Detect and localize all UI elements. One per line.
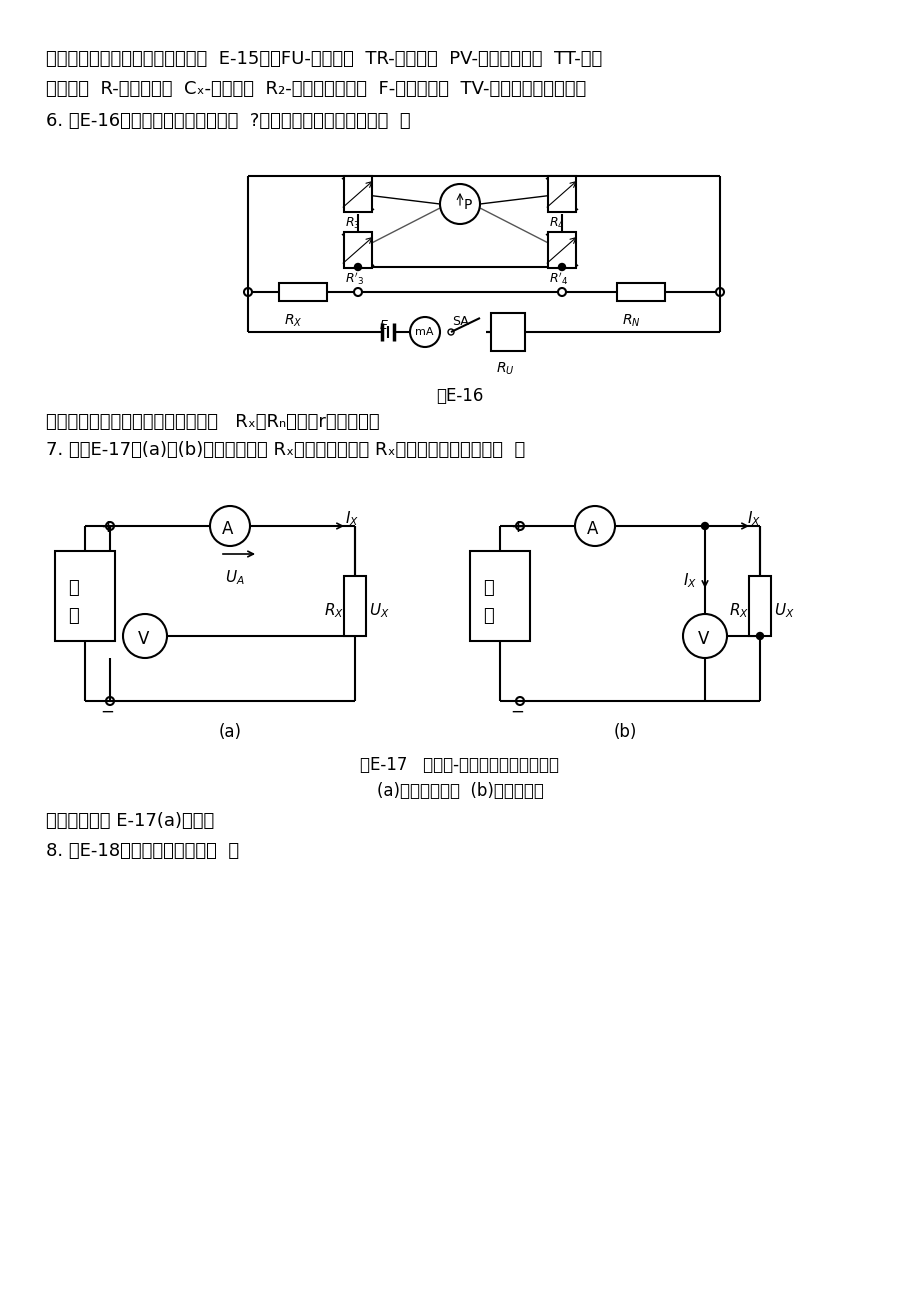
Bar [278,283,326,301]
Text: $U_X$: $U_X$ [773,601,794,620]
Text: $R_4$: $R_4$ [549,216,564,231]
Text: $R'_4$: $R'_4$ [549,270,568,287]
Text: 图E-16: 图E-16 [436,387,483,405]
Circle shape [354,263,361,271]
Text: 图E-17   电压表-电流表法测量直流电阻: 图E-17 电压表-电流表法测量直流电阻 [360,756,559,774]
Text: E: E [380,319,388,332]
Text: $R_X$: $R_X$ [728,601,748,620]
Text: $R_3$: $R_3$ [345,216,360,231]
Text: 6. 图E-16是什么仪器的原理接线图  ?图中哪一元件没有注明标号  ？: 6. 图E-16是什么仪器的原理接线图 ?图中哪一元件没有注明标号 ？ [46,112,410,130]
Text: 变压器；  R-限流电阻；  Cₓ-被试品；  R₂-限流保护电阻；  F-放电间隙；  TV-测量用电压互感器。: 变压器； R-限流电阻； Cₓ-被试品； R₂-限流保护电阻； F-放电间隙； … [46,79,585,98]
Text: −: − [509,704,523,721]
Bar [748,576,770,636]
Text: +: + [509,519,525,536]
Text: 源: 源 [68,607,79,625]
Bar [548,176,575,212]
Text: 7. 用图E-17中(a)、(b)两种接线测量 Rₓ的直流电阻，当 Rₓ较大时，采用哪种接线  ？: 7. 用图E-17中(a)、(b)两种接线测量 Rₓ的直流电阻，当 Rₓ较大时，… [46,440,525,459]
Text: 电: 电 [68,579,79,597]
Text: $U_A$: $U_A$ [225,568,244,586]
Bar [344,232,371,268]
Bar [344,176,371,212]
Circle shape [558,263,565,271]
Text: −: − [100,704,114,721]
Bar [491,313,525,351]
Bar [55,551,115,641]
Text: 答案：采用图 E-17(a)接线。: 答案：采用图 E-17(a)接线。 [46,812,214,830]
Text: mA: mA [414,327,433,337]
Text: $U_X$: $U_X$ [369,601,390,620]
Text: $R'_3$: $R'_3$ [345,270,364,287]
Text: +: + [100,519,115,536]
Text: A: A [221,520,233,538]
Bar [344,576,366,636]
Text: (a): (a) [219,723,241,741]
Text: $R_U$: $R_U$ [495,361,514,378]
Text: 电: 电 [482,579,494,597]
Text: A: A [586,520,597,538]
Text: V: V [138,629,149,648]
Text: (b): (b) [613,723,636,741]
Circle shape [755,632,763,640]
Text: 答案：是交流耐压原理接线图。图  E-15中：FU-熔断器；  TR-调压器；  PV-试验电压表；  TT-试验: 答案：是交流耐压原理接线图。图 E-15中：FU-熔断器； TR-调压器； PV… [46,50,602,68]
Text: 8. 图E-18接线测量什么物理量  ？: 8. 图E-18接线测量什么物理量 ？ [46,842,239,860]
Text: $R_X$: $R_X$ [323,601,344,620]
Text: $R_X$: $R_X$ [284,313,302,330]
Bar [470,551,529,641]
Text: SA: SA [451,315,469,328]
Text: V: V [698,629,709,648]
Text: $R_N$: $R_N$ [621,313,640,330]
Text: 答案：是双臂电桥原理接线图。图中   Rₓ与Rₙ之间的r没有标出。: 答案：是双臂电桥原理接线图。图中 Rₓ与Rₙ之间的r没有标出。 [46,413,380,431]
Text: $I_X$: $I_X$ [746,509,760,528]
Bar [548,232,575,268]
Bar [617,283,664,301]
Text: 源: 源 [482,607,494,625]
Circle shape [701,523,708,529]
Text: $I_X$: $I_X$ [682,571,697,590]
Text: (a)电压表前接；  (b)电压表后接: (a)电压表前接； (b)电压表后接 [376,782,543,800]
Text: $I_X$: $I_X$ [345,509,358,528]
Text: P: P [463,198,471,212]
